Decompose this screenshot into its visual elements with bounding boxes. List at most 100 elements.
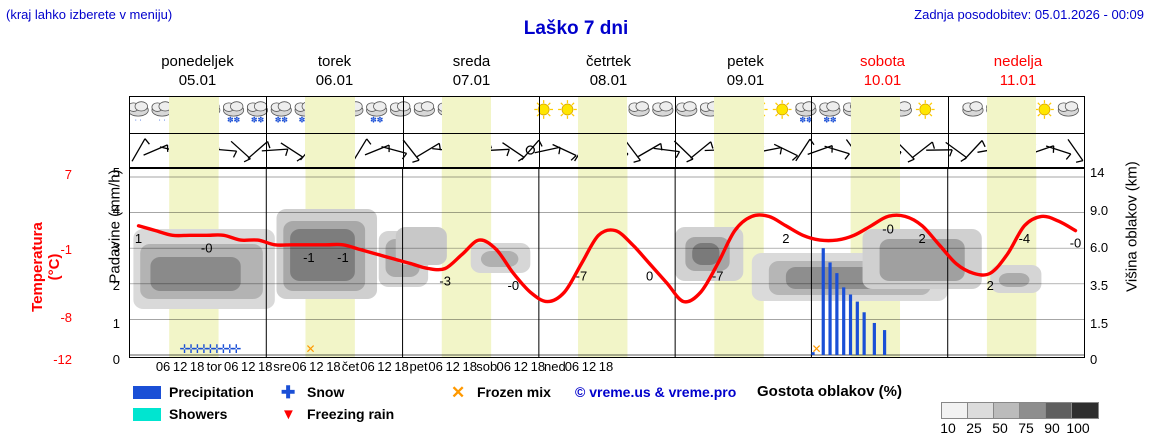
temperature-point-label: -0	[1070, 236, 1082, 251]
day-name: četrtek	[585, 53, 631, 70]
wind-barb-feather	[949, 149, 953, 157]
daylight-band	[578, 97, 628, 133]
sun-icon	[915, 99, 936, 120]
day-header: petek 09.01	[677, 52, 814, 90]
precipitation-bar	[882, 330, 887, 355]
moon-icon	[491, 101, 500, 119]
legend-label-frozen-mix: Frozen mix	[477, 384, 551, 400]
frozen-mix-marker: ✕	[812, 342, 822, 356]
copyright-link[interactable]: © vreme.us & vreme.pro	[575, 384, 737, 400]
cloud-icon	[628, 101, 650, 117]
daylight-band	[850, 134, 900, 167]
wind-barb	[261, 148, 288, 152]
x-axis-tick: 18	[462, 359, 477, 374]
wind-barb-feather	[506, 149, 510, 157]
x-axis-tick: pet	[409, 359, 428, 374]
daylight-band	[441, 134, 492, 167]
precipitation-bar	[842, 287, 846, 355]
wind-barb	[637, 142, 662, 158]
sun-icon	[1034, 99, 1055, 120]
daylight-band	[305, 97, 355, 133]
daylight-band	[986, 169, 1037, 357]
day-header-row: ponedeljek 05.01 torek 06.01 sreda 07.01…	[129, 52, 1085, 92]
wind-barb	[824, 145, 850, 155]
cloud-tick: 6.0	[1090, 240, 1109, 255]
precipitation-bar	[862, 312, 866, 355]
density-swatch	[1071, 402, 1099, 419]
wind-barb-feather	[844, 153, 850, 160]
cloud-icon	[676, 101, 698, 117]
day-separator	[266, 97, 268, 133]
temperature-point-label: 2	[782, 231, 789, 246]
wind-barb-feather	[243, 158, 251, 163]
precipitation-bar	[855, 301, 859, 355]
day-date: 08.01	[589, 72, 628, 89]
sun-icon	[772, 99, 793, 120]
temperature-point-label: -1	[303, 250, 315, 265]
cloud-icon	[962, 101, 984, 117]
legend: Precipitation Showers ✚ Snow ▼ Freezing …	[129, 383, 1139, 436]
precip-tick: 3	[112, 240, 120, 255]
last-update-label: Zadnja posodobitev: 05.01.2026 - 00:09	[914, 7, 1144, 22]
precipitation-bar	[848, 294, 853, 355]
wind-barb-feather	[412, 159, 420, 163]
cloud-tick: 0	[1090, 352, 1098, 367]
day-date: 07.01	[452, 72, 491, 89]
x-axis-tick: 12	[581, 359, 597, 374]
frozen-mix-icon: ✕	[451, 383, 466, 402]
freezing-rain-icon: ▼	[281, 406, 296, 423]
x-axis-tick-row: 06 12 18 tor 06 12 18 sre 06 12 18 čet 06 12 18 pet 06 12…	[129, 359, 1085, 377]
wind-barb	[521, 139, 540, 161]
x-axis-tick: 06	[564, 359, 580, 374]
cloud-tick: 9.0	[1090, 203, 1109, 218]
wind-barb	[963, 140, 983, 160]
day-separator	[947, 134, 949, 167]
daylight-band	[986, 134, 1037, 167]
x-axis-tick: 18	[258, 359, 273, 374]
day-separator	[675, 134, 677, 167]
temperature-point-label: 0	[646, 269, 653, 284]
precipitation-bar	[828, 262, 832, 355]
temperature-line	[136, 213, 1078, 304]
density-tick: 90	[1044, 420, 1060, 436]
snow-flakes-icon: ✽✽	[299, 116, 313, 125]
daylight-band	[578, 134, 628, 167]
wind-barb	[143, 144, 168, 156]
precipitation-swatch	[133, 386, 161, 399]
wind-barb	[381, 145, 407, 155]
wind-barb-feather	[570, 155, 577, 161]
temp-tick: -8	[60, 310, 72, 325]
density-swatch	[941, 402, 969, 419]
wind-barb	[1045, 145, 1072, 155]
cloud-tick: 3.5	[1090, 278, 1109, 293]
wind-barb	[911, 141, 933, 159]
x-axis-tick: 06	[360, 359, 375, 374]
density-tick: 50	[992, 420, 1008, 436]
sun-icon	[533, 99, 554, 120]
x-axis-tick: 18	[189, 359, 205, 374]
cloud-density-area	[480, 251, 519, 267]
wind-barb	[673, 140, 694, 160]
wind-barb	[690, 141, 712, 159]
location-menu-note: (kraj lahko izberete v meniju)	[6, 7, 173, 22]
daylight-band	[169, 134, 219, 167]
cloud-snow-icon: ✽✽	[819, 101, 841, 125]
precipitation-bar	[821, 248, 825, 355]
precip-tick: 0	[112, 352, 120, 367]
snow-flakes-icon: ✽✽	[251, 116, 265, 125]
density-tick: 100	[1066, 420, 1090, 436]
snow-marker: ✛	[231, 342, 241, 356]
wind-barb-feather	[710, 141, 714, 149]
legend-label-precipitation: Precipitation	[169, 384, 254, 400]
wind-barb-feather	[779, 147, 783, 155]
cloud-icon	[413, 101, 435, 117]
daylight-band	[305, 134, 355, 167]
wind-barb-feather	[633, 159, 641, 163]
daylight-band	[986, 97, 1037, 133]
wind-barb	[795, 138, 811, 162]
temp-tick: -12	[53, 352, 72, 367]
x-axis-tick: tor	[206, 359, 222, 374]
x-axis-tick: čet	[341, 359, 360, 374]
wind-barb-feather	[285, 148, 289, 156]
cloud-snow-icon: ✽✽	[366, 101, 388, 125]
